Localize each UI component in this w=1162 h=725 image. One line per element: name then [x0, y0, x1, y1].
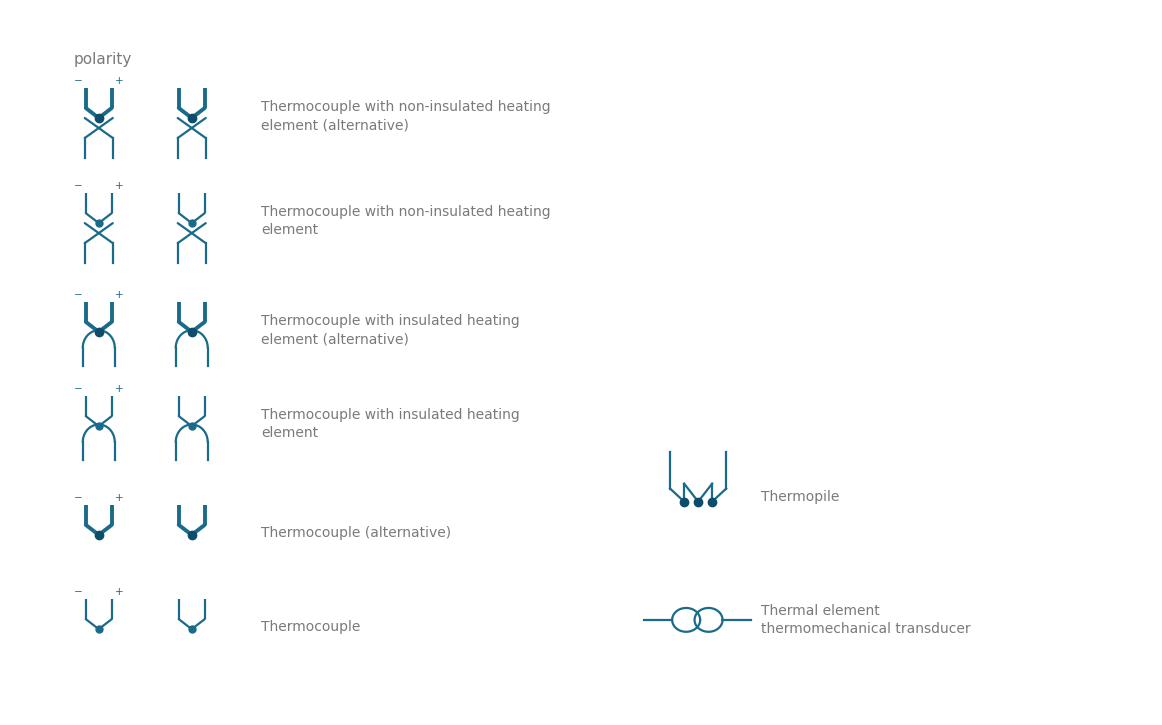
- Text: Thermocouple: Thermocouple: [261, 620, 361, 634]
- Text: Thermal element
thermomechanical transducer: Thermal element thermomechanical transdu…: [761, 604, 970, 636]
- Text: Thermocouple with insulated heating
element: Thermocouple with insulated heating elem…: [261, 408, 521, 440]
- Text: −: −: [74, 587, 83, 597]
- Text: Thermocouple with insulated heating
element (alternative): Thermocouple with insulated heating elem…: [261, 314, 521, 346]
- Text: Thermopile: Thermopile: [761, 489, 839, 504]
- Text: +: +: [115, 587, 123, 597]
- Text: −: −: [74, 181, 83, 191]
- Text: Thermocouple with non-insulated heating
element: Thermocouple with non-insulated heating …: [261, 205, 551, 237]
- Text: −: −: [74, 384, 83, 394]
- Text: +: +: [115, 493, 123, 503]
- Text: +: +: [115, 384, 123, 394]
- Text: +: +: [115, 290, 123, 300]
- Text: polarity: polarity: [73, 52, 131, 67]
- Text: −: −: [74, 290, 83, 300]
- Text: −: −: [74, 76, 83, 86]
- Text: +: +: [115, 76, 123, 86]
- Text: −: −: [74, 493, 83, 503]
- Text: Thermocouple (alternative): Thermocouple (alternative): [261, 526, 452, 540]
- Text: Thermocouple with non-insulated heating
element (alternative): Thermocouple with non-insulated heating …: [261, 100, 551, 132]
- Text: +: +: [115, 181, 123, 191]
